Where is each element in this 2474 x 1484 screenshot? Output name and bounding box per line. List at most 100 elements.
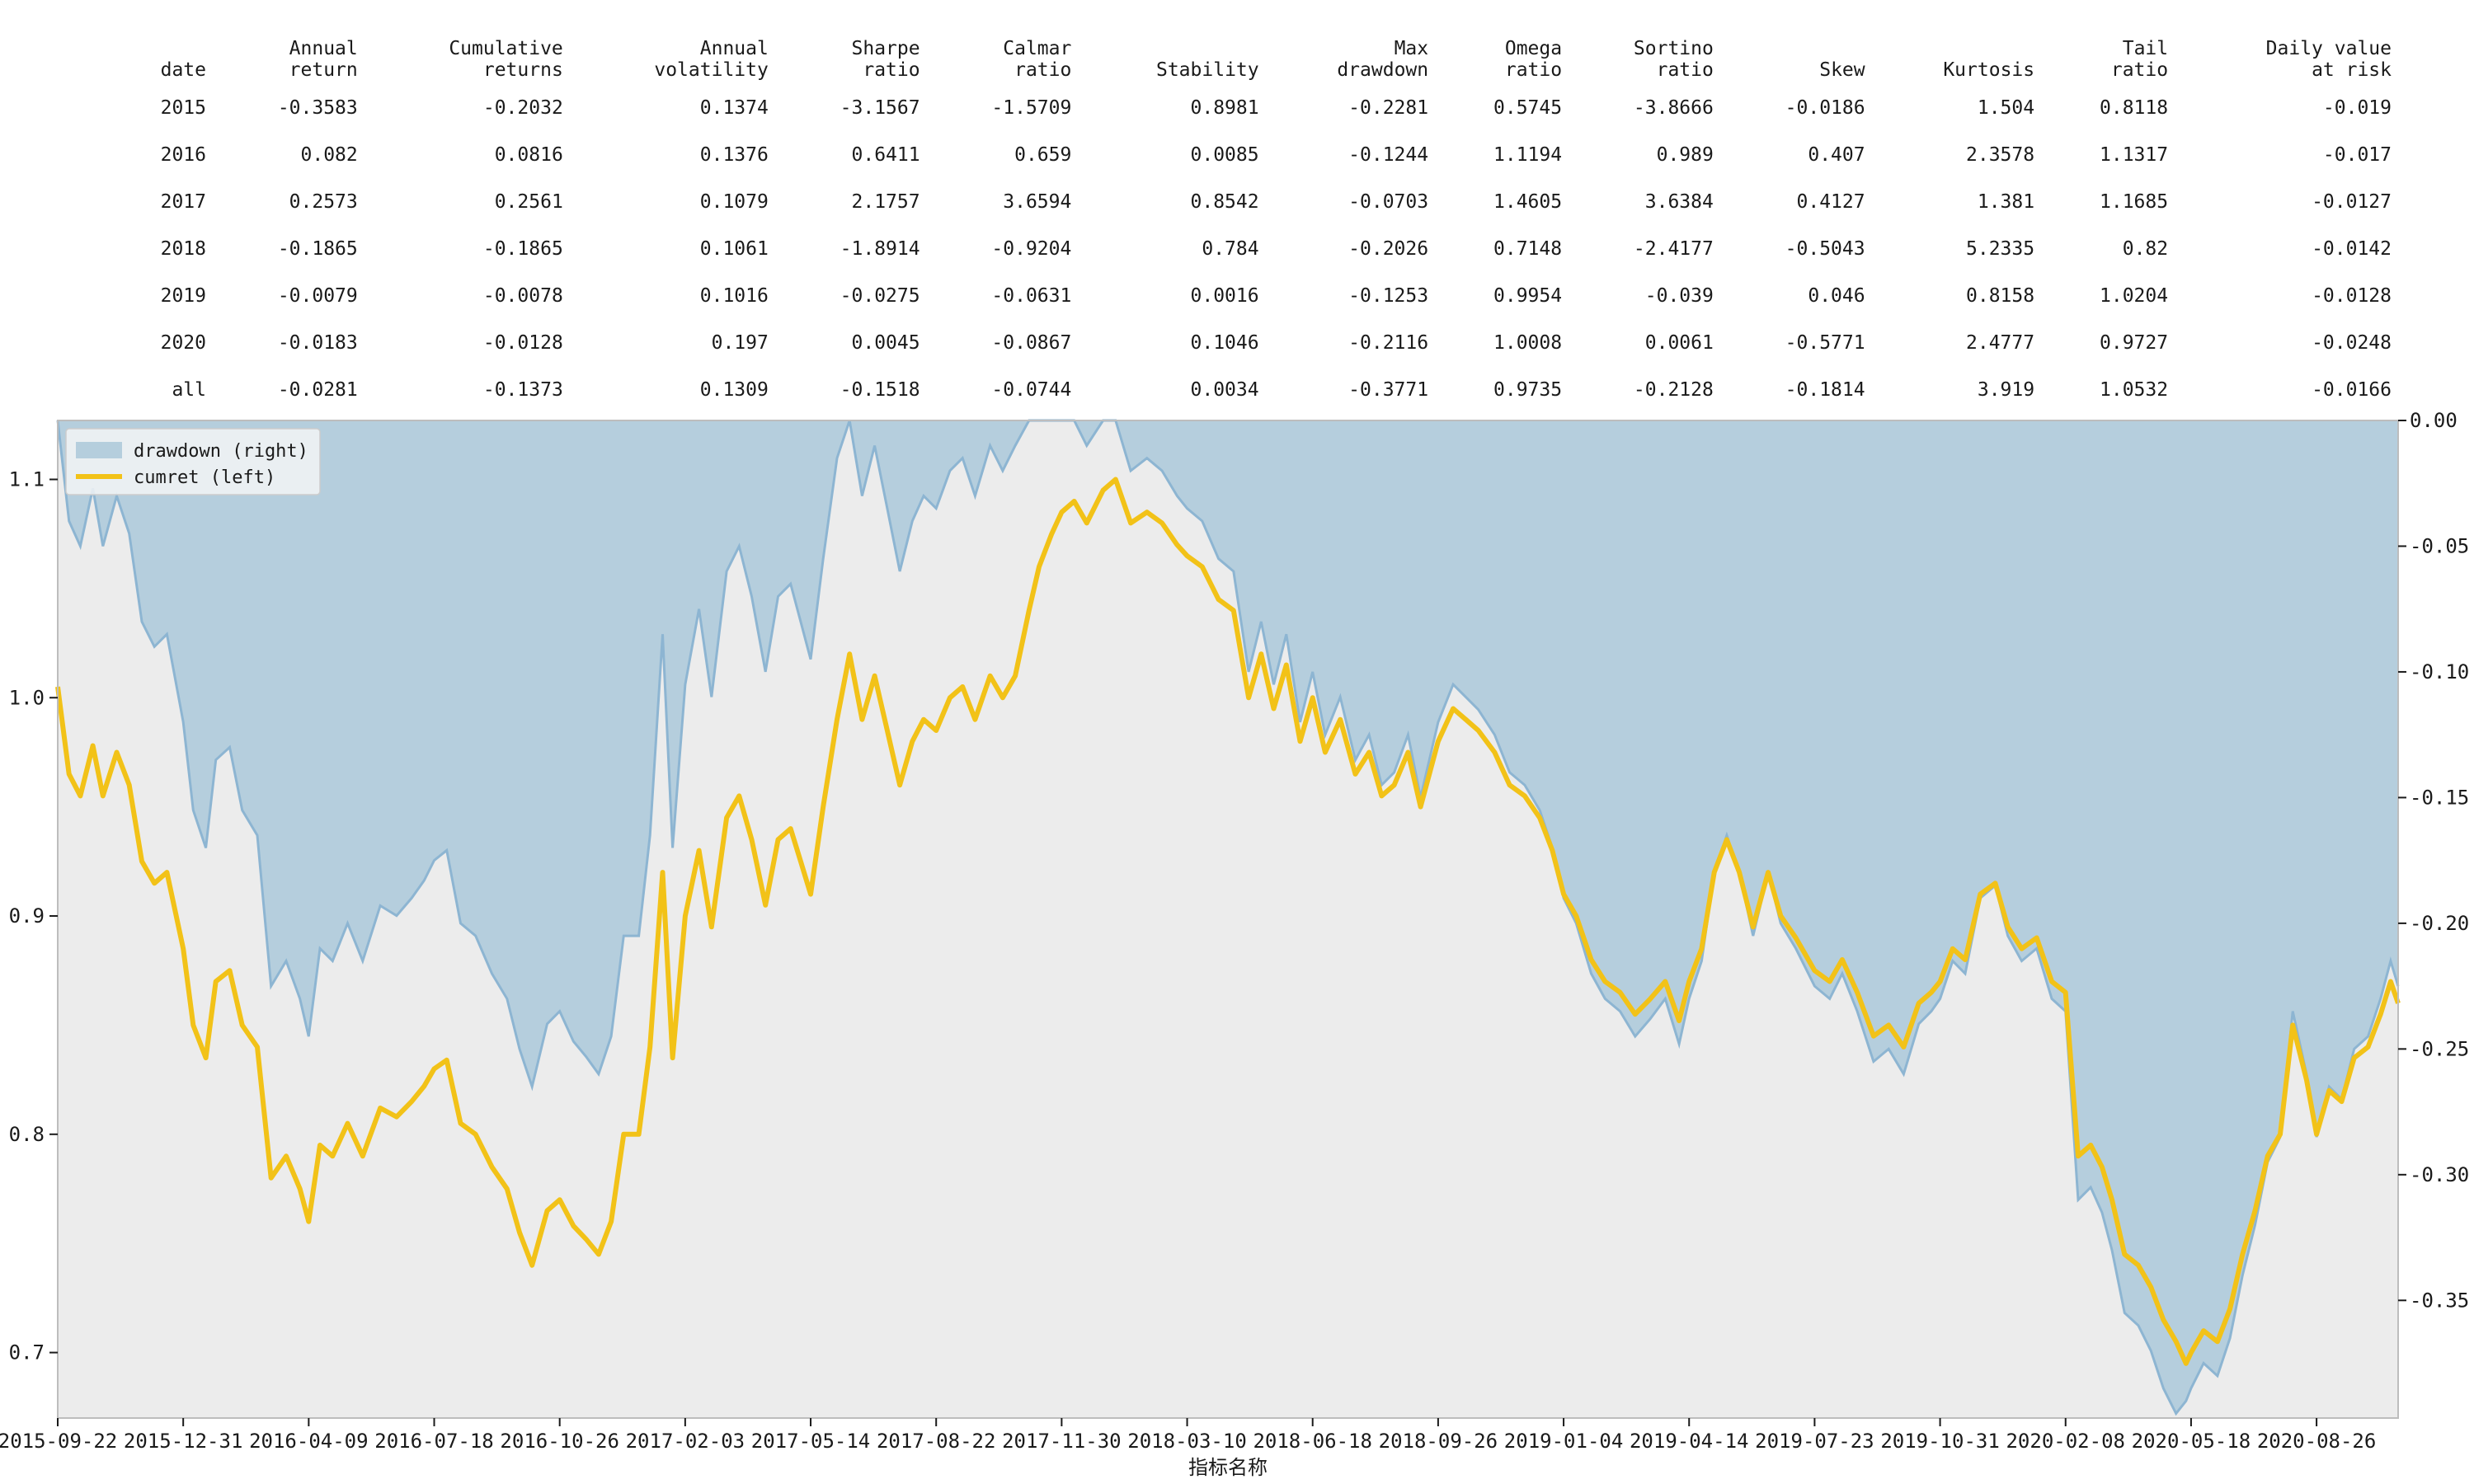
stats-cell: -0.0127: [2312, 190, 2392, 213]
legend-label-cumret: cumret (left): [134, 467, 275, 488]
performance-stats-table: date Annual return Cumulative returns Annua…: [0, 0, 2474, 401]
stats-row: 2017 0.2573 0.2561 0.1079 2.1757 3.6594 0.8542…: [124, 178, 2400, 225]
stats-cell: -1.8914: [840, 237, 920, 260]
x-tick-label: 2015-09-22: [0, 1430, 117, 1453]
stats-header-0: date: [160, 59, 206, 81]
stats-cell: -0.0128: [482, 331, 563, 354]
stats-cell: -0.1518: [840, 378, 920, 401]
stats-body: 2015 -0.3583 -0.2032 0.1374 -3.1567 -1.5709 0.…: [124, 84, 2400, 413]
stats-cell: 0.9954: [1493, 284, 1563, 307]
stats-cell: 0.5745: [1493, 96, 1563, 119]
legend-box: [65, 428, 321, 495]
right-y-tick-label: -0.10: [2410, 660, 2469, 683]
stats-cell: -0.017: [2322, 143, 2392, 166]
stats-cell: 0.0085: [1190, 143, 1259, 166]
legend-label-drawdown: drawdown (right): [134, 441, 308, 462]
stats-cell: -0.0142: [2312, 237, 2392, 260]
stats-row-label: 2018: [160, 237, 206, 260]
x-tick-label: 2017-11-30: [1002, 1430, 1122, 1453]
stats-row-label: 2020: [160, 331, 206, 354]
stats-header-9: Sortino ratio: [1633, 38, 1714, 81]
stats-cell: 0.1309: [699, 378, 769, 401]
stats-cell: 0.0034: [1190, 378, 1259, 401]
stats-cell: 0.9727: [2100, 331, 2169, 354]
stats-cell: 2.3578: [1966, 143, 2035, 166]
stats-cell: 3.919: [1977, 378, 2035, 401]
x-axis-label: 指标名称: [1188, 1456, 1268, 1479]
stats-cell: 1.0204: [2100, 284, 2169, 307]
stats-row-label: 2015: [160, 96, 206, 119]
stats-cell: -0.2026: [1348, 237, 1429, 260]
stats-header-11: Kurtosis: [1943, 59, 2035, 81]
x-tick-label: 2017-08-22: [877, 1430, 996, 1453]
stats-row: 2019 -0.0079 -0.0078 0.1016 -0.0275 -0.0631 0.…: [124, 272, 2400, 319]
stats-cell: 0.8981: [1190, 96, 1259, 119]
stats-cell: 0.8118: [2100, 96, 2169, 119]
x-tick-label: 2019-07-23: [1755, 1430, 1874, 1453]
x-tick-label: 2019-10-31: [1880, 1430, 2000, 1453]
stats-row-label: all: [172, 378, 206, 401]
stats-cell: 0.1374: [699, 96, 769, 119]
stats-cell: 0.046: [1808, 284, 1865, 307]
drawdown-line: [56, 419, 2400, 1416]
stats-header-4: Sharpe ratio: [851, 38, 920, 81]
stats-cell: 2.4777: [1966, 331, 2035, 354]
stats-cell: -0.0078: [482, 284, 563, 307]
x-tick-label: 2016-04-09: [249, 1430, 369, 1453]
stats-header-8: Omega ratio: [1504, 38, 1563, 81]
stats-cell: 1.1685: [2100, 190, 2169, 213]
stats-grid: date Annual return Cumulative returns Annua…: [124, 12, 2400, 413]
stats-cell: 0.989: [1656, 143, 1714, 166]
stats-cell: -3.8666: [1633, 96, 1714, 119]
stats-cell: -0.0248: [2312, 331, 2392, 354]
stats-cell: -0.1865: [277, 237, 358, 260]
right-y-tick-label: -0.35: [2410, 1289, 2469, 1312]
stats-cell: -0.2116: [1348, 331, 1429, 354]
stats-cell: -0.0281: [277, 378, 358, 401]
stats-cell: -0.0183: [277, 331, 358, 354]
x-tick-label: 2020-05-18: [2132, 1430, 2251, 1453]
stats-cell: -0.2128: [1633, 378, 1714, 401]
plot-frame: [57, 420, 2399, 1419]
left-y-tick-label: 1.1: [9, 467, 45, 491]
stats-row: 2020 -0.0183 -0.0128 0.197 0.0045 -0.0867 0.10…: [124, 319, 2400, 366]
right-y-tick-label: -0.25: [2410, 1037, 2469, 1060]
stats-cell: 0.0016: [1190, 284, 1259, 307]
stats-cell: -0.0631: [991, 284, 1072, 307]
x-tick-label: 2016-07-18: [374, 1430, 494, 1453]
cumret-layer: [55, 477, 2401, 1366]
stats-cell: 0.9735: [1493, 378, 1563, 401]
right-y-tick-label: -0.05: [2410, 534, 2469, 557]
right-y-tick-label: -0.15: [2410, 786, 2469, 809]
stats-cell: 1.1194: [1493, 143, 1563, 166]
stats-cell: 0.784: [1202, 237, 1259, 260]
stats-cell: 1.0008: [1493, 331, 1563, 354]
drawdown-layer: [56, 419, 2400, 1416]
stats-cell: -0.9204: [991, 237, 1072, 260]
stats-cell: 0.0045: [851, 331, 920, 354]
stats-cell: -0.1373: [482, 378, 563, 401]
cumret-line: [55, 477, 2401, 1366]
stats-cell: 0.0061: [1644, 331, 1714, 354]
x-tick-label: 2018-09-26: [1379, 1430, 1498, 1453]
stats-cell: -0.1244: [1348, 143, 1429, 166]
drawdown-area: [58, 420, 2398, 1414]
stats-row: 2015 -0.3583 -0.2032 0.1374 -3.1567 -1.5709 0.…: [124, 84, 2400, 131]
stats-cell: -3.1567: [840, 96, 920, 119]
stats-cell: -0.0275: [840, 284, 920, 307]
legend: drawdown (right) cumret (left): [65, 428, 321, 495]
stats-cell: -0.1253: [1348, 284, 1429, 307]
right-y-tick-label: 0.00: [2410, 409, 2458, 432]
stats-header-13: Daily value at risk: [2265, 38, 2392, 81]
stats-cell: -0.3583: [277, 96, 358, 119]
stats-cell: 3.6384: [1644, 190, 1714, 213]
stats-cell: -1.5709: [991, 96, 1072, 119]
stats-header-6: Stability: [1155, 59, 1259, 81]
left-y-axis: 0.7 0.8 0.9 1.0 1.1: [9, 467, 58, 1364]
stats-header-1: Annual return: [289, 38, 358, 81]
stats-cell: -0.0186: [1785, 96, 1865, 119]
stats-cell: 0.1061: [699, 237, 769, 260]
stats-row: 2018 -0.1865 -0.1865 0.1061 -1.8914 -0.9204 0.…: [124, 225, 2400, 272]
stats-cell: 1.504: [1977, 96, 2035, 119]
